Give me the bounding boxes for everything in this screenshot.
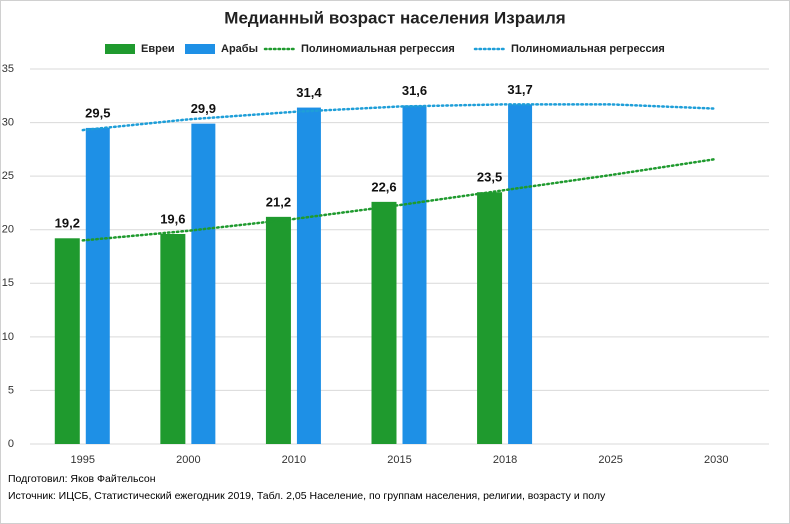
source-note: Источник: ИЦСБ, Статистический ежегодник…	[8, 490, 606, 502]
y-tick-label: 15	[2, 277, 14, 289]
y-tick-label: 25	[2, 170, 14, 182]
trend-line	[81, 103, 718, 132]
legend-label: Полиномиальная регрессия	[511, 43, 665, 55]
value-label: 19,6	[160, 211, 185, 226]
y-tick-label: 35	[2, 63, 14, 75]
value-label: 29,5	[85, 105, 110, 120]
bar	[508, 104, 533, 444]
trend-line	[81, 157, 718, 242]
author-note: Подготовил: Яков Файтельсон	[8, 473, 156, 485]
y-tick-label: 5	[8, 384, 14, 396]
x-tick-label: 1995	[71, 454, 95, 466]
y-tick-label: 0	[8, 438, 14, 450]
y-tick-label: 10	[2, 331, 14, 343]
value-label: 29,9	[191, 101, 216, 116]
value-label: 31,4	[296, 85, 322, 100]
value-label: 21,2	[266, 194, 291, 209]
legend-swatch	[105, 44, 135, 54]
bar	[477, 192, 503, 444]
chart-title: Медианный возраст населения Израиля	[224, 8, 565, 27]
value-label: 19,2	[55, 216, 80, 231]
x-tick-label: 2025	[598, 454, 622, 466]
value-label: 31,6	[402, 83, 427, 98]
x-tick-label: 2000	[176, 454, 200, 466]
bar	[265, 216, 291, 444]
y-tick-label: 20	[2, 224, 14, 236]
legend-swatch	[185, 44, 215, 54]
x-tick-label: 2015	[387, 454, 411, 466]
legend-label: Полиномиальная регрессия	[301, 43, 455, 55]
value-label: 22,6	[371, 179, 396, 194]
bar	[191, 123, 216, 445]
value-label: 23,5	[477, 170, 502, 185]
x-tick-label: 2030	[704, 454, 728, 466]
bar	[160, 234, 186, 444]
bar	[54, 238, 80, 444]
bar	[371, 201, 397, 444]
x-tick-label: 2018	[493, 454, 517, 466]
legend-label: Арабы	[221, 43, 258, 55]
y-tick-label: 30	[2, 116, 14, 128]
bar	[85, 127, 110, 444]
x-tick-label: 2010	[282, 454, 306, 466]
bar	[296, 107, 321, 445]
value-label: 31,7	[507, 82, 532, 97]
legend-label: Евреи	[141, 43, 175, 55]
bar	[402, 105, 427, 444]
